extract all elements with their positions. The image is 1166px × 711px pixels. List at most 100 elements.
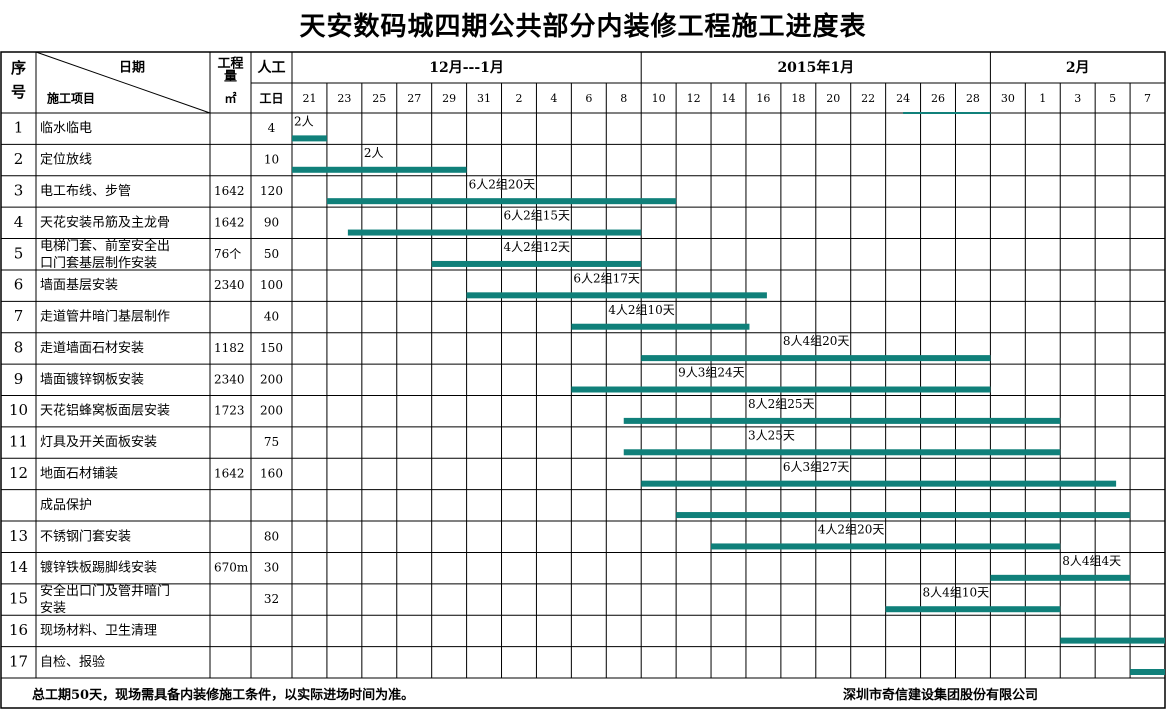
date-label: 12 bbox=[687, 92, 701, 105]
row-labor: 200 bbox=[260, 372, 283, 386]
row-qty: 2340 bbox=[214, 372, 245, 386]
qty-header: 工程 bbox=[217, 57, 243, 72]
gantt-bar bbox=[711, 543, 1061, 550]
date-label: 29 bbox=[442, 92, 456, 105]
row-name: 口门套基层制作安装 bbox=[40, 255, 157, 271]
bar-note: 6人2组20天 bbox=[469, 177, 536, 191]
qty-unit: ㎡ bbox=[224, 91, 236, 106]
row-name: 地面石材铺装 bbox=[40, 466, 118, 481]
gantt-bar bbox=[676, 512, 1131, 519]
labor-unit: 工日 bbox=[259, 92, 283, 106]
row-name: 现场材料、卫生清理 bbox=[40, 623, 157, 638]
month-label: 12月---1月 bbox=[429, 60, 504, 76]
gantt-bar bbox=[1060, 637, 1165, 644]
gantt-bar bbox=[903, 112, 991, 114]
gantt-bar bbox=[571, 323, 750, 330]
row-qty: 670m bbox=[214, 561, 249, 575]
item-header: 施工项目 bbox=[47, 91, 95, 106]
row-name: 天花铝蜂窝板面层安装 bbox=[40, 403, 170, 419]
row-seq: 8 bbox=[14, 338, 24, 356]
row-name: 墙面基层安装 bbox=[40, 278, 118, 293]
company-name: 深圳市奇信建设集团股份有限公司 bbox=[843, 688, 1039, 703]
row-qty: 76个 bbox=[214, 247, 241, 261]
date-label: 3 bbox=[1074, 92, 1081, 105]
gantt-bar bbox=[431, 260, 642, 267]
row-labor: 200 bbox=[260, 404, 283, 418]
row-seq: 9 bbox=[14, 370, 24, 388]
date-label: 20 bbox=[826, 92, 840, 105]
date-label: 22 bbox=[861, 92, 875, 105]
bar-note: 4人2组10天 bbox=[608, 303, 675, 317]
date-label: 5 bbox=[1109, 92, 1116, 105]
row-seq: 14 bbox=[9, 558, 28, 576]
bar-note: 8人2组25天 bbox=[748, 397, 815, 411]
row-labor: 40 bbox=[264, 310, 279, 324]
row-seq: 12 bbox=[9, 464, 28, 482]
gantt-bar bbox=[623, 449, 1061, 456]
row-name: 走道墙面石材安装 bbox=[40, 341, 144, 356]
row-labor: 120 bbox=[260, 184, 283, 198]
row-labor: 90 bbox=[264, 215, 279, 229]
row-name: 成品保护 bbox=[40, 498, 92, 513]
date-label: 23 bbox=[337, 92, 351, 105]
gantt-bar bbox=[292, 135, 327, 142]
date-label: 6 bbox=[585, 92, 592, 105]
bar-note: 6人3组27天 bbox=[783, 460, 850, 474]
page-title: 天安数码城四期公共部分内装修工程施工进度表 bbox=[299, 12, 867, 42]
row-seq: 3 bbox=[14, 181, 24, 199]
date-label: 21 bbox=[302, 92, 316, 105]
gantt-bar bbox=[466, 292, 767, 299]
bar-note: 4人2组20天 bbox=[818, 523, 885, 537]
row-name: 灯具及开关面板安装 bbox=[40, 435, 157, 450]
row-labor: 100 bbox=[260, 278, 283, 292]
date-label: 8 bbox=[620, 92, 627, 105]
gantt-bar bbox=[347, 229, 642, 236]
row-seq: 10 bbox=[9, 401, 28, 419]
row-qty: 1642 bbox=[214, 466, 245, 480]
row-name: 安全出口门及管井暗门 bbox=[40, 583, 170, 599]
bar-note: 8人4组4天 bbox=[1062, 554, 1121, 568]
row-name: 镀锌铁板踢脚线安装 bbox=[40, 560, 157, 576]
row-qty: 1723 bbox=[214, 404, 245, 418]
row-seq: 7 bbox=[14, 307, 24, 325]
seq-header: 号 bbox=[11, 83, 26, 101]
row-labor: 50 bbox=[264, 247, 279, 261]
row-qty: 1182 bbox=[214, 341, 245, 355]
row-labor: 32 bbox=[264, 592, 279, 606]
gantt-bar bbox=[623, 417, 1061, 424]
row-labor: 30 bbox=[264, 561, 279, 575]
labor-header: 人工 bbox=[258, 59, 286, 76]
row-qty: 1642 bbox=[214, 215, 245, 229]
row-seq: 4 bbox=[14, 213, 24, 231]
date-label: 7 bbox=[1144, 92, 1151, 105]
gantt-bar bbox=[1130, 669, 1165, 675]
row-seq: 5 bbox=[14, 244, 24, 262]
qty-header: 量 bbox=[224, 70, 237, 85]
month-label: 2015年1月 bbox=[777, 59, 854, 76]
bar-note: 9人3组24天 bbox=[678, 366, 745, 380]
row-name: 天花安装吊筋及主龙骨 bbox=[40, 214, 170, 230]
bar-note: 2人 bbox=[294, 115, 314, 129]
date-label: 26 bbox=[931, 92, 945, 105]
gantt-bar bbox=[641, 355, 991, 362]
row-name: 安装 bbox=[40, 601, 66, 616]
gantt-bar bbox=[641, 480, 1117, 487]
grid-line bbox=[35, 51, 211, 114]
row-name: 走道管井暗门基层制作 bbox=[40, 310, 170, 325]
date-label: 16 bbox=[756, 92, 770, 105]
date-label: 31 bbox=[477, 92, 491, 105]
gantt-bar bbox=[292, 166, 467, 173]
gantt-bar bbox=[990, 574, 1131, 581]
date-label: 30 bbox=[1001, 92, 1015, 105]
row-qty: 1642 bbox=[214, 184, 245, 198]
date-label: 27 bbox=[407, 92, 421, 105]
date-label: 24 bbox=[896, 92, 910, 105]
date-label: 18 bbox=[791, 92, 805, 105]
row-name: 墙面镀锌钢板安装 bbox=[40, 371, 144, 387]
row-seq: 6 bbox=[14, 276, 24, 294]
row-name: 自检、报验 bbox=[40, 654, 105, 670]
date-label: 4 bbox=[550, 92, 557, 105]
date-label: 10 bbox=[652, 92, 666, 105]
row-seq: 2 bbox=[14, 150, 24, 168]
